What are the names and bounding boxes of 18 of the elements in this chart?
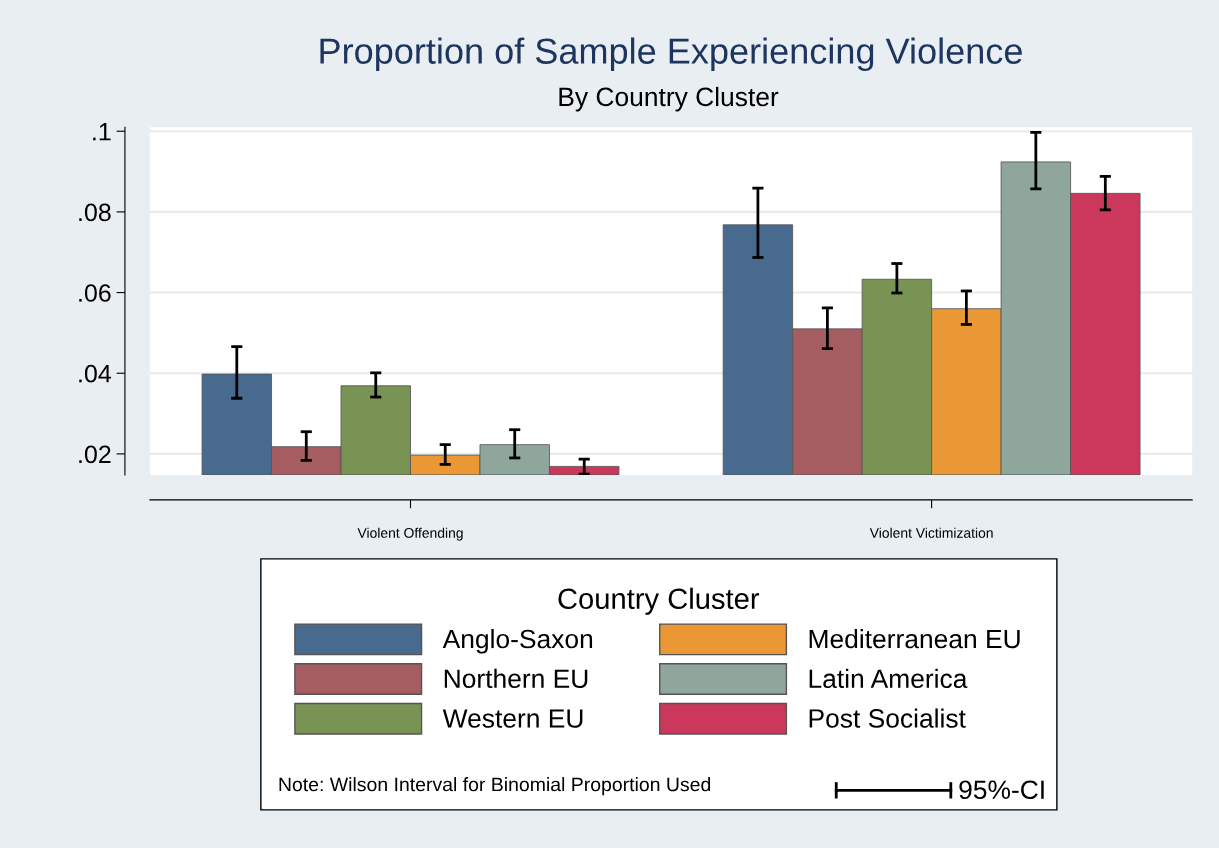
legend-label: Anglo-Saxon [442, 628, 593, 654]
chart-title: Proportion of Sample Experiencing Violence [320, 37, 1022, 72]
text: 95%-CI [959, 780, 1044, 800]
legend-label: Northern EU [444, 668, 588, 689]
legend-label: Latin America [809, 668, 968, 689]
legend-label: Western EU [442, 709, 583, 728]
legend-label: Post Socialist [809, 708, 966, 728]
y-tick-label: .06 [79, 284, 111, 302]
x-tick-label: Violent Offending [357, 527, 463, 541]
y-tick-label: .02 [79, 445, 111, 464]
legend-label: Mediterranean EU [809, 628, 1020, 649]
y-tick-label: .08 [79, 203, 111, 222]
x-tick-label: Violent Victimization [869, 527, 993, 538]
chart-subtitle: By Country Cluster [559, 86, 779, 112]
y-tick-label: .1 [93, 123, 111, 141]
text: Note: Wilson Interval for Binomial Proportion Used [279, 777, 711, 796]
legend-title: Country Cluster [558, 587, 760, 615]
y-tick-label: .04 [79, 364, 112, 383]
